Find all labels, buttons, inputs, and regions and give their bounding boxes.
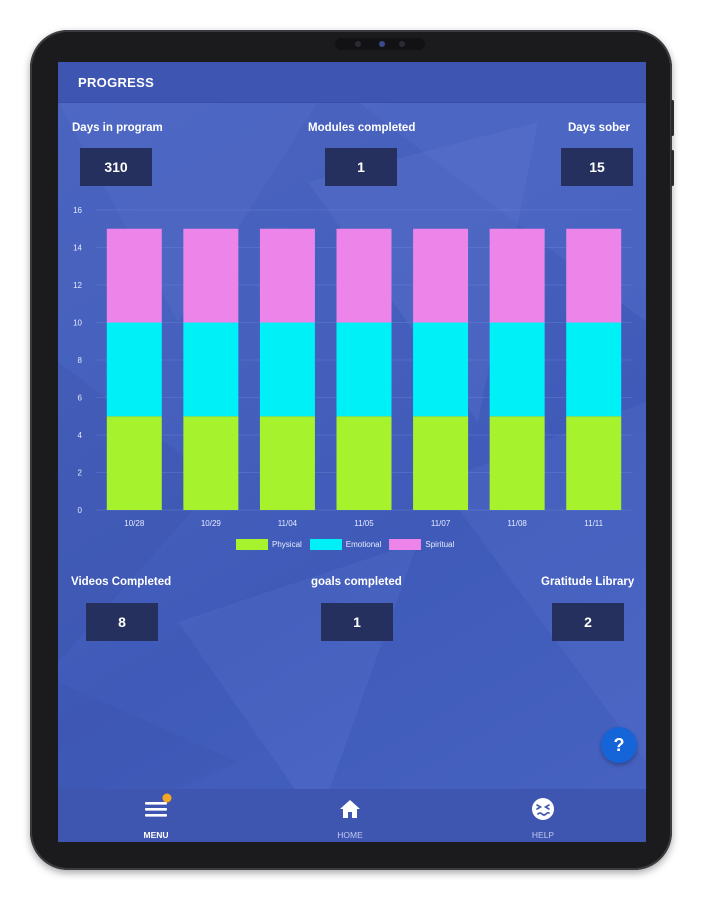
bar-spiritual (259, 228, 315, 323)
tablet-side-button (671, 150, 674, 186)
bar-spiritual (566, 228, 622, 323)
bar-spiritual (106, 228, 162, 323)
hamburger-menu-icon (145, 802, 167, 817)
days-in-program-label: Days in program (72, 122, 163, 134)
bar-spiritual (336, 228, 392, 323)
x-tick-label: 11/04 (278, 519, 298, 528)
notification-badge (162, 793, 172, 803)
days-sober-label: Days sober (568, 122, 631, 134)
bar-physical (489, 416, 545, 510)
confused-face-icon (532, 798, 554, 820)
y-tick-label: 14 (73, 244, 82, 253)
nav-help-label: HELP (531, 830, 555, 840)
bar-emotional (106, 322, 162, 417)
bar-emotional (336, 322, 392, 417)
legend-label-spiritual: Spiritual (425, 540, 455, 549)
bar-physical (106, 416, 162, 510)
days-sober-value: 15 (561, 148, 633, 186)
legend-swatch-emotional (309, 539, 342, 550)
modules-completed-value: 1 (325, 148, 397, 186)
camera-lens (399, 41, 405, 47)
y-tick-label: 16 (73, 206, 82, 215)
bar-emotional (566, 322, 622, 417)
progress-chart: 0 2 4 6 8 10 12 14 16 10/28 10/29 11/04 11/05 11/07 11… (73, 206, 632, 528)
tablet-side-button (671, 100, 674, 136)
bottom-navigation: MENU HOME HELP (58, 789, 646, 842)
nav-home-button[interactable]: HOME (310, 789, 390, 842)
help-fab-button[interactable]: ? (601, 727, 637, 763)
y-tick-label: 8 (78, 356, 83, 365)
camera-lens (355, 41, 361, 47)
app-screen: PROGRESS Days in program 310 Modules com… (58, 62, 646, 842)
bar-emotional (489, 322, 545, 417)
legend-item-emotional: Emotional (309, 539, 382, 550)
legend-item-spiritual: Spiritual (389, 539, 454, 550)
bar-emotional (183, 322, 239, 417)
app-header: PROGRESS (58, 62, 646, 103)
y-tick-label: 2 (78, 469, 83, 478)
legend-swatch-spiritual (389, 539, 422, 550)
nav-menu-button[interactable]: MENU (116, 789, 196, 842)
page-title: PROGRESS (78, 75, 155, 90)
bar-spiritual (413, 228, 469, 323)
x-tick-label: 11/11 (584, 519, 603, 528)
x-tick-label: 10/29 (201, 519, 222, 528)
videos-completed-label: Videos Completed (71, 576, 172, 588)
gratitude-library-value: 2 (552, 603, 624, 641)
legend-swatch-physical (236, 539, 268, 550)
bar-emotional (413, 322, 469, 417)
x-tick-label: 10/28 (124, 519, 145, 528)
legend-item-physical: Physical (236, 539, 302, 550)
goals-completed-value: 1 (321, 603, 393, 641)
bar-spiritual (183, 228, 239, 323)
y-tick-label: 0 (78, 506, 83, 515)
home-icon (340, 800, 360, 818)
nav-help-button[interactable]: HELP (503, 789, 583, 842)
days-in-program-value: 310 (80, 148, 152, 186)
x-tick-label: 11/08 (507, 519, 527, 528)
y-tick-label: 10 (73, 319, 82, 328)
bar-physical (566, 416, 622, 510)
y-tick-label: 6 (78, 394, 83, 403)
camera-lens (379, 41, 385, 47)
y-tick-label: 4 (78, 431, 83, 440)
chart-legend: Physical Emotional Spiritual (236, 539, 462, 550)
camera-bar (335, 38, 425, 50)
goals-completed-label: goals completed (311, 576, 402, 588)
legend-label-emotional: Emotional (345, 540, 382, 549)
y-tick-label: 12 (73, 281, 82, 290)
bar-physical (336, 416, 392, 510)
bar-emotional (259, 322, 315, 417)
nav-menu-label: MENU (143, 830, 169, 840)
bar-physical (183, 416, 239, 510)
videos-completed-value: 8 (86, 603, 158, 641)
nav-home-label: HOME (337, 830, 363, 840)
x-tick-label: 11/05 (354, 519, 374, 528)
x-tick-label: 11/07 (431, 519, 451, 528)
bar-physical (259, 416, 315, 510)
bar-spiritual (489, 228, 545, 323)
modules-completed-label: Modules completed (308, 122, 416, 134)
gratitude-library-label: Gratitude Library (541, 576, 635, 588)
bar-physical (413, 416, 469, 510)
legend-label-physical: Physical (272, 540, 302, 549)
